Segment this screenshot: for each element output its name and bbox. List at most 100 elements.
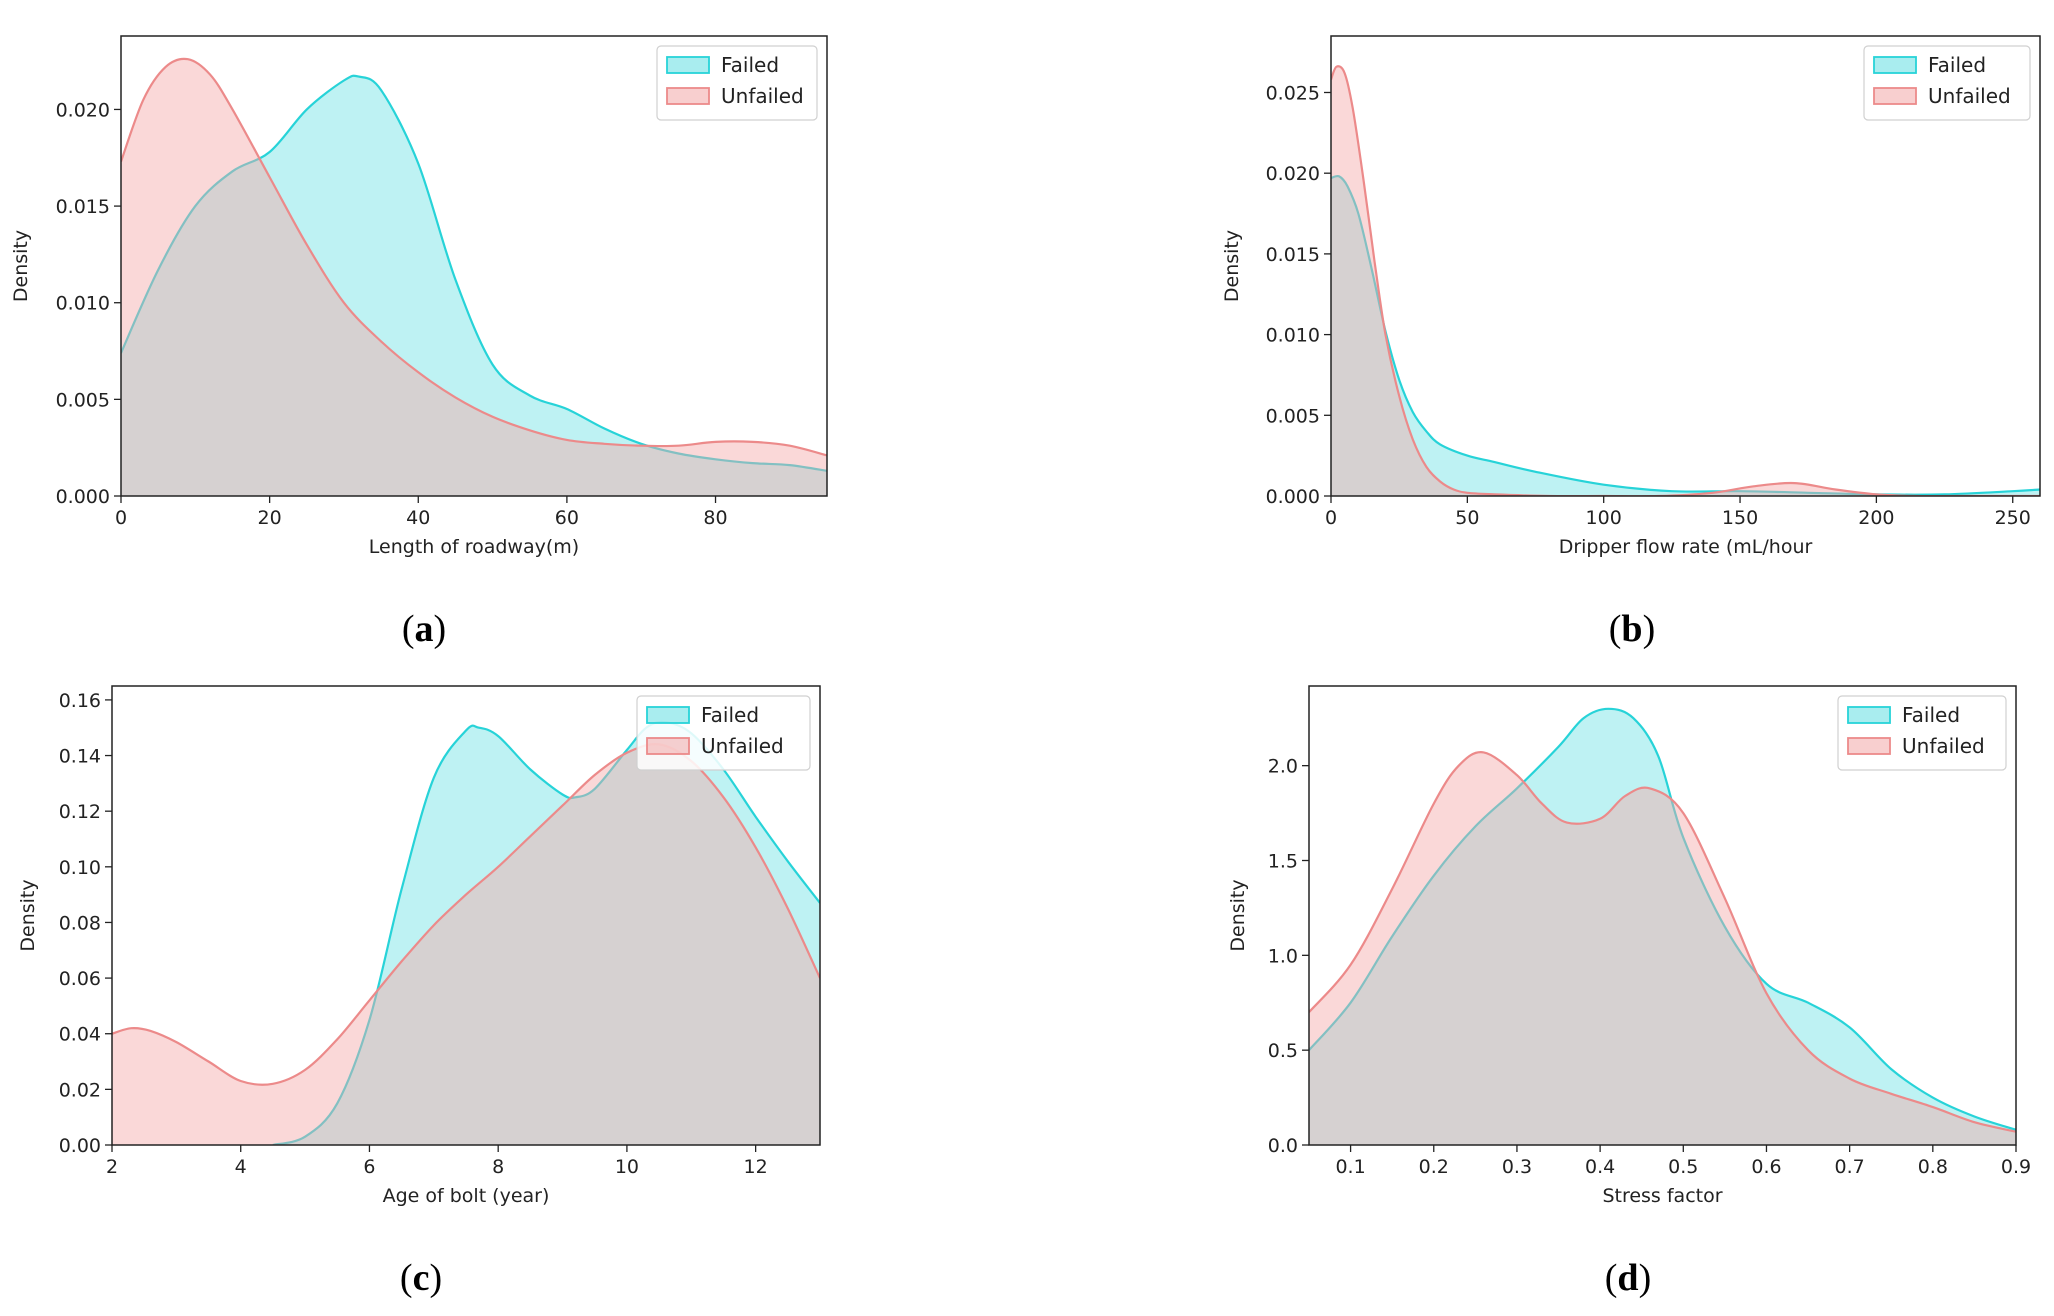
x-tick-label: 0.8 xyxy=(1918,1156,1948,1178)
x-tick-label: 4 xyxy=(235,1156,247,1178)
legend-label-failed: Failed xyxy=(1928,53,1986,77)
x-tick-label: 60 xyxy=(555,507,579,529)
axes-frame xyxy=(111,685,821,1146)
x-tick-label: 0.5 xyxy=(1668,1156,1698,1178)
y-tick-label: 0.12 xyxy=(59,801,101,823)
x-tick-label: 2 xyxy=(106,1156,118,1178)
panel-d: 0.1 0.2 0.3 0.4 0.5 0.6 0.7 0.8 0.9 0.0 0.5 1.0 1.5 2… xyxy=(1227,685,2031,1299)
legend-swatch-unfailed xyxy=(666,87,710,105)
y-tick-label: 0.005 xyxy=(1266,405,1320,427)
x-axis-label: Dripper flow rate (mL/hour xyxy=(1559,536,1813,558)
legend-swatch-unfailed xyxy=(1847,737,1891,755)
y-tick-label: 0.000 xyxy=(1266,486,1320,508)
x-tick-label: 0 xyxy=(115,507,127,529)
panel-caption: (c) xyxy=(400,1257,442,1299)
x-tick-label: 20 xyxy=(258,507,282,529)
x-tick-label: 150 xyxy=(1722,507,1758,529)
y-tick-label: 0.005 xyxy=(56,389,110,411)
y-tick-label: 0.010 xyxy=(56,293,110,315)
x-tick-label: 0.4 xyxy=(1585,1156,1615,1178)
x-tick-label: 10 xyxy=(615,1156,639,1178)
panel-caption-letter: c xyxy=(413,1257,430,1299)
legend: Failed Unfailed xyxy=(1863,45,2031,121)
x-tick-label: 0 xyxy=(1325,507,1337,529)
y-tick-label: 0.06 xyxy=(59,968,101,990)
panel-a: 0 20 40 60 80 0.000 0.005 0.010 0.015 0.020 Length… xyxy=(10,35,828,650)
series-area-unfailed xyxy=(1309,752,2016,1145)
y-tick-label: 0.020 xyxy=(56,99,110,121)
series-area-failed xyxy=(121,75,827,496)
y-axis-label: Density xyxy=(1221,230,1243,302)
panel-c: 2 4 6 8 10 12 0.00 0.02 0.04 0.06 0.08 0.10 0.12 0.14… xyxy=(17,685,821,1299)
legend-swatch-failed xyxy=(666,56,710,74)
panel-caption-letter: a xyxy=(415,608,434,650)
legend-swatch-unfailed xyxy=(646,737,690,755)
legend-label-unfailed: Unfailed xyxy=(701,734,784,758)
legend: Failed Unfailed xyxy=(1837,695,2007,771)
x-tick-label: 8 xyxy=(492,1156,504,1178)
y-tick-label: 0.16 xyxy=(59,690,101,712)
y-tick-label: 2.0 xyxy=(1268,756,1298,778)
x-tick-label: 80 xyxy=(703,507,727,529)
x-tick-label: 250 xyxy=(1995,507,2031,529)
y-tick-label: 0.025 xyxy=(1266,82,1320,104)
legend-swatch-failed xyxy=(1847,706,1891,724)
y-axis-label: Density xyxy=(17,879,39,951)
y-tick-label: 0.00 xyxy=(59,1135,101,1157)
series-line-unfailed xyxy=(1331,65,2040,496)
legend-swatch-failed xyxy=(1873,56,1917,74)
series-area-failed xyxy=(1331,176,2040,496)
y-tick-label: 0.010 xyxy=(1266,325,1320,347)
x-tick-label: 0.2 xyxy=(1419,1156,1449,1178)
x-tick-label: 0.9 xyxy=(2001,1156,2031,1178)
legend-swatch-unfailed xyxy=(1873,87,1917,105)
legend-label-failed: Failed xyxy=(701,703,759,727)
x-tick-label: 0.3 xyxy=(1502,1156,1532,1178)
y-tick-label: 0.015 xyxy=(56,196,110,218)
series-area-failed xyxy=(272,721,820,1145)
series-line-unfailed xyxy=(1309,751,2016,1133)
panel-caption: (b) xyxy=(1609,608,1655,650)
x-axis-label: Age of bolt (year) xyxy=(383,1185,550,1207)
legend-label-unfailed: Unfailed xyxy=(1902,734,1985,758)
panel-b: 0 50 100 150 200 250 0.000 0.005 0.010 0.015 0.020… xyxy=(1221,35,2041,650)
x-tick-label: 0.6 xyxy=(1751,1156,1781,1178)
y-tick-label: 1.0 xyxy=(1268,945,1298,967)
y-tick-label: 0.5 xyxy=(1268,1040,1298,1062)
y-tick-label: 0.020 xyxy=(1266,163,1320,185)
panel-caption-letter: d xyxy=(1617,1257,1638,1299)
y-axis-label: Density xyxy=(1227,879,1249,951)
x-tick-label: 12 xyxy=(744,1156,768,1178)
x-axis-label: Length of roadway(m) xyxy=(369,536,579,558)
panel-caption: (a) xyxy=(402,608,446,650)
y-tick-label: 0.02 xyxy=(59,1079,101,1101)
y-tick-label: 0.0 xyxy=(1268,1135,1298,1157)
x-tick-label: 50 xyxy=(1455,507,1479,529)
series-line-failed xyxy=(121,74,827,472)
x-tick-label: 200 xyxy=(1858,507,1894,529)
x-tick-label: 100 xyxy=(1586,507,1622,529)
series-line-failed xyxy=(1309,707,2016,1131)
panel-caption: (d) xyxy=(1605,1257,1651,1299)
axes-frame xyxy=(120,35,828,497)
plot-area xyxy=(112,720,820,1145)
y-axis-label: Density xyxy=(10,230,32,302)
legend: Failed Unfailed xyxy=(656,45,818,121)
panel-caption-letter: b xyxy=(1621,608,1642,650)
legend-label-unfailed: Unfailed xyxy=(1928,84,2011,108)
axes-frame xyxy=(1308,685,2017,1146)
series-area-unfailed xyxy=(1331,66,2040,496)
legend-swatch-failed xyxy=(646,706,690,724)
y-tick-label: 0.000 xyxy=(56,486,110,508)
y-tick-label: 0.14 xyxy=(59,746,101,768)
x-axis-label: Stress factor xyxy=(1602,1185,1722,1207)
series-line-unfailed xyxy=(121,57,827,457)
legend-label-failed: Failed xyxy=(721,53,779,77)
legend-label-unfailed: Unfailed xyxy=(721,84,804,108)
x-tick-label: 6 xyxy=(363,1156,375,1178)
legend: Failed Unfailed xyxy=(636,695,811,771)
y-tick-label: 0.08 xyxy=(59,912,101,934)
series-area-failed xyxy=(1309,708,2016,1145)
x-tick-label: 0.7 xyxy=(1835,1156,1865,1178)
